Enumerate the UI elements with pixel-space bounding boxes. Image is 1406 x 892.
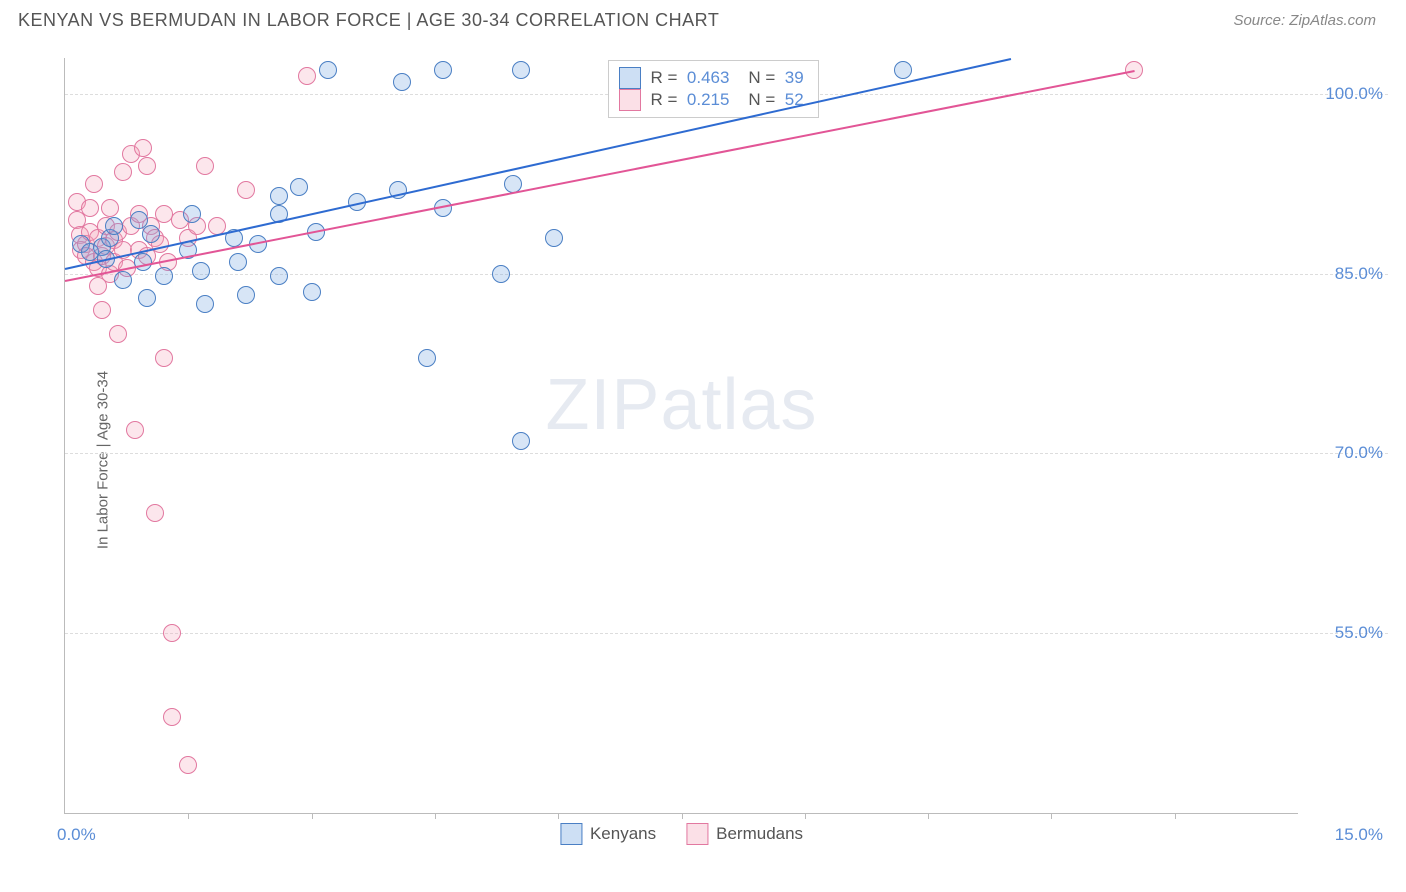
data-point [290, 178, 308, 196]
x-tick-mark [558, 813, 559, 819]
x-tick-mark [682, 813, 683, 819]
series-legend: Kenyans Bermudans [560, 823, 803, 845]
x-tick-mark [435, 813, 436, 819]
gridline-h [65, 453, 1388, 454]
data-point [134, 139, 152, 157]
data-point [492, 265, 510, 283]
x-tick-mark [805, 813, 806, 819]
data-point [155, 349, 173, 367]
data-point [303, 283, 321, 301]
swatch-icon [686, 823, 708, 845]
data-point [155, 267, 173, 285]
data-point [105, 217, 123, 235]
data-point [146, 504, 164, 522]
legend-label: Bermudans [716, 824, 803, 844]
data-point [114, 271, 132, 289]
plot-area: ZIPatlas 0.0% 15.0% Kenyans Bermudans 55… [64, 58, 1298, 814]
chart-title: KENYAN VS BERMUDAN IN LABOR FORCE | AGE … [18, 10, 719, 31]
data-point [196, 295, 214, 313]
data-point [237, 181, 255, 199]
x-axis-max-label: 15.0% [1335, 825, 1383, 845]
data-point [418, 349, 436, 367]
x-tick-mark [312, 813, 313, 819]
y-tick-label: 85.0% [1335, 264, 1383, 284]
data-point [142, 225, 160, 243]
x-tick-mark [1175, 813, 1176, 819]
data-point [298, 67, 316, 85]
data-point [393, 73, 411, 91]
legend-label: Kenyans [590, 824, 656, 844]
data-point [434, 61, 452, 79]
data-point [545, 229, 563, 247]
x-tick-mark [188, 813, 189, 819]
y-tick-label: 55.0% [1335, 623, 1383, 643]
stats-legend-row: R = 0.215 N = 52 [619, 89, 804, 111]
legend-item-bermudans: Bermudans [686, 823, 803, 845]
data-point [196, 157, 214, 175]
data-point [192, 262, 210, 280]
data-point [183, 205, 201, 223]
data-point [85, 175, 103, 193]
data-point [138, 289, 156, 307]
data-point [319, 61, 337, 79]
data-point [229, 253, 247, 271]
data-point [270, 187, 288, 205]
x-axis-min-label: 0.0% [57, 825, 96, 845]
data-point [155, 205, 173, 223]
data-point [109, 325, 127, 343]
source-label: Source: ZipAtlas.com [1233, 12, 1376, 29]
stats-legend-text: R = 0.215 N = 52 [651, 90, 804, 110]
gridline-h [65, 274, 1388, 275]
data-point [114, 163, 132, 181]
data-point [237, 286, 255, 304]
swatch-icon [560, 823, 582, 845]
gridline-h [65, 633, 1388, 634]
swatch-icon [619, 89, 641, 111]
data-point [126, 421, 144, 439]
y-tick-label: 100.0% [1325, 84, 1383, 104]
data-point [134, 253, 152, 271]
stats-legend-row: R = 0.463 N = 39 [619, 67, 804, 89]
y-tick-label: 70.0% [1335, 443, 1383, 463]
data-point [93, 301, 111, 319]
data-point [179, 756, 197, 774]
data-point [163, 708, 181, 726]
trend-line [65, 70, 1135, 282]
x-tick-mark [928, 813, 929, 819]
stats-legend-text: R = 0.463 N = 39 [651, 68, 804, 88]
swatch-icon [619, 67, 641, 89]
data-point [270, 267, 288, 285]
data-point [512, 61, 530, 79]
data-point [512, 432, 530, 450]
legend-item-kenyans: Kenyans [560, 823, 656, 845]
watermark: ZIPatlas [545, 364, 817, 446]
x-tick-mark [1051, 813, 1052, 819]
chart-container: In Labor Force | Age 30-34 ZIPatlas 0.0%… [18, 46, 1388, 874]
data-point [163, 624, 181, 642]
data-point [101, 199, 119, 217]
data-point [138, 157, 156, 175]
data-point [894, 61, 912, 79]
data-point [81, 199, 99, 217]
